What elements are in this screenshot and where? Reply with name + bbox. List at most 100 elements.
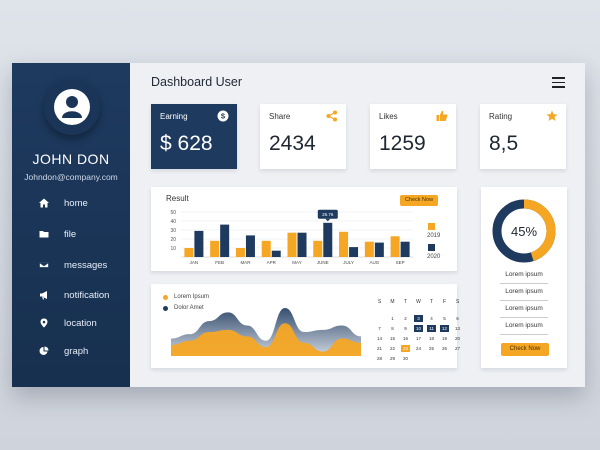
calendar-date[interactable]: 19 xyxy=(441,336,447,341)
list-item: Lorem ipsum xyxy=(500,301,548,318)
calendar-date[interactable]: 16 xyxy=(402,336,408,341)
bar-2020 xyxy=(323,222,333,257)
bar-legend: 2019 2020 xyxy=(427,223,440,260)
tooltip-pointer xyxy=(325,218,331,222)
user-name: JOHN DON xyxy=(32,151,110,167)
calendar-date[interactable]: 23 xyxy=(401,345,410,352)
area-legend-label: Lorem Ipsum xyxy=(174,294,210,300)
area-series-lorem-ipsum xyxy=(171,323,361,356)
share-value: 2434 xyxy=(269,132,316,155)
calendar-date[interactable]: 13 xyxy=(454,326,460,331)
calendar-date[interactable]: 11 xyxy=(427,325,436,332)
calendar-date[interactable]: 3 xyxy=(414,315,423,322)
share-label: Share xyxy=(269,112,291,121)
calendar-date[interactable]: 28 xyxy=(376,356,382,361)
page-title: Dashboard User xyxy=(151,75,243,89)
sidebar-item-label: messages xyxy=(64,259,108,271)
y-tick-label: 20 xyxy=(170,237,176,243)
calendar-day-header: W xyxy=(416,299,421,305)
rating-card[interactable]: Rating 8,5 xyxy=(480,104,566,169)
sidebar-item-home[interactable]: home xyxy=(38,196,88,210)
calendar-date[interactable]: 6 xyxy=(456,316,459,321)
calendar-date[interactable]: 29 xyxy=(389,356,395,361)
calendar-date[interactable]: 18 xyxy=(428,336,434,341)
legend-dot xyxy=(163,294,168,300)
sidebar-item-label: graph xyxy=(64,345,89,357)
earning-card[interactable]: Earning $ 628 $ xyxy=(151,104,237,169)
calendar-date[interactable]: 7 xyxy=(378,326,381,331)
y-tick-label: 40 xyxy=(170,219,176,225)
thumbs-up-icon xyxy=(436,110,448,121)
list-item: Lorem ipsum xyxy=(500,267,548,284)
sidebar-item-file[interactable]: file xyxy=(38,227,76,241)
legend-label-2020: 2020 xyxy=(427,254,441,260)
sidebar-item-location[interactable]: location xyxy=(38,316,97,330)
bar-2020 xyxy=(374,242,384,257)
sidebar-item-graph[interactable]: graph xyxy=(38,344,88,358)
rating-label: Rating xyxy=(489,112,513,121)
calendar-date[interactable]: 27 xyxy=(454,346,460,351)
calendar-date[interactable]: 20 xyxy=(454,336,460,341)
sidebar: JOHN DON Johndon@company.com home file m… xyxy=(12,63,130,387)
bar-2019 xyxy=(390,236,400,257)
calendar-date[interactable]: 8 xyxy=(391,326,394,331)
area-chart xyxy=(171,308,361,356)
calendar-date[interactable]: 9 xyxy=(404,326,407,331)
x-tick-label: SEP xyxy=(396,260,405,265)
x-tick-label: JULY xyxy=(343,260,354,265)
hamburger-menu-icon[interactable] xyxy=(552,77,565,88)
star-icon xyxy=(546,110,558,121)
share-card[interactable]: Share 2434 xyxy=(260,104,346,169)
calendar-date[interactable]: 1 xyxy=(391,316,394,321)
calendar-day-header: T xyxy=(429,299,434,305)
legend-label-2019: 2019 xyxy=(427,233,441,239)
home-icon xyxy=(38,197,50,209)
likes-card[interactable]: Likes 1259 xyxy=(370,104,456,169)
calendar-date[interactable]: 10 xyxy=(414,325,423,332)
check-now-button[interactable]: Check Now xyxy=(400,195,438,206)
sidebar-item-label: location xyxy=(64,317,97,329)
calendar-date[interactable]: 2 xyxy=(404,316,407,321)
calendar-date[interactable]: 21 xyxy=(376,346,382,351)
calendar-date[interactable]: 15 xyxy=(389,336,395,341)
chart-title: Result xyxy=(166,194,189,203)
x-tick-label: APR xyxy=(267,260,277,265)
calendar: S M T W T F S 1 2 3 4 5 6 7 8 9 10 11 12 13 14 15 16 17 18 19 20 21… xyxy=(151,284,460,368)
calendar-date[interactable]: 22 xyxy=(389,346,395,351)
calendar-date[interactable]: 12 xyxy=(440,325,449,332)
bar-2019 xyxy=(287,232,297,257)
calendar-date[interactable]: 30 xyxy=(402,356,408,361)
pie-chart-icon xyxy=(38,345,50,357)
sidebar-item-messages[interactable]: messages xyxy=(38,258,107,272)
calendar-date[interactable]: 25 xyxy=(428,346,434,351)
calendar-date[interactable]: 26 xyxy=(441,346,447,351)
result-chart-card: Result Check Now 10 20 30 40 50 JAN FEB MAR APR M… xyxy=(151,187,457,271)
bar-2019 xyxy=(313,240,323,257)
calendar-date[interactable]: 17 xyxy=(415,336,421,341)
list-item: Lorem ipsum xyxy=(500,284,548,301)
sidebar-item-label: file xyxy=(64,228,77,240)
megaphone-icon xyxy=(38,289,50,301)
sidebar-item-notification[interactable]: notification xyxy=(38,288,109,302)
x-tick-label: FEB xyxy=(215,260,224,265)
folder-icon xyxy=(38,228,50,240)
calendar-date[interactable]: 24 xyxy=(415,346,421,351)
calendar-date[interactable]: 4 xyxy=(430,316,433,321)
x-tick-label: JUNE xyxy=(317,260,329,265)
donut-list: Lorem ipsum Lorem ipsum Lorem ipsum Lore… xyxy=(500,267,548,335)
calendar-date[interactable]: 14 xyxy=(376,336,382,341)
rating-value: 8,5 xyxy=(489,132,519,155)
calendar-date[interactable]: 5 xyxy=(443,316,446,321)
y-tick-label: 30 xyxy=(170,228,176,234)
bar-2019 xyxy=(210,240,220,257)
bar-2020 xyxy=(297,232,307,257)
x-tick-label: JAN xyxy=(190,260,199,265)
area-legend-label: Dolor Amet xyxy=(174,305,204,311)
envelope-icon xyxy=(38,259,50,271)
area-legend-2: Dolor Amet xyxy=(163,305,204,311)
donut-check-now-button[interactable]: Check Now xyxy=(501,343,549,356)
y-tick-label: 10 xyxy=(170,246,176,252)
area-legend-1: Lorem Ipsum xyxy=(163,294,209,300)
earning-value: $ 628 xyxy=(160,132,213,155)
avatar[interactable] xyxy=(44,79,100,135)
